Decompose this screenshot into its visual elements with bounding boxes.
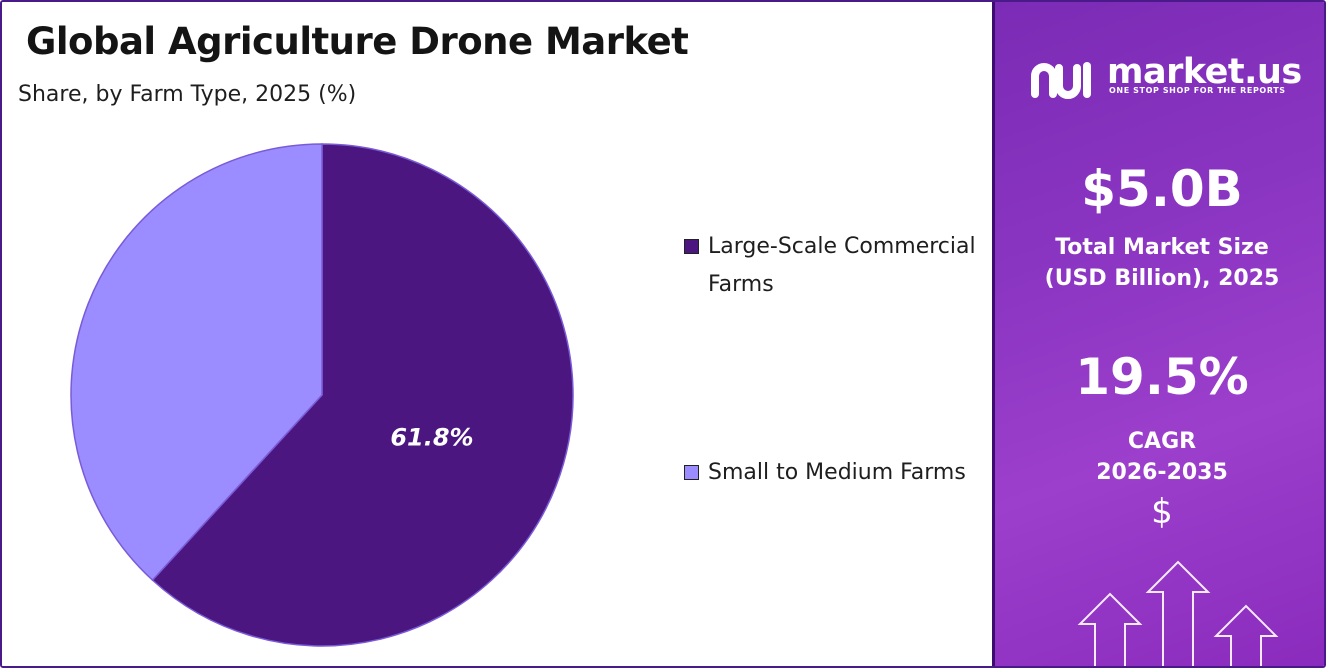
cagr-label: CAGR 2026-2035 xyxy=(995,426,1324,488)
logo-tagline: ONE STOP SHOP FOR THE REPORTS xyxy=(1109,86,1286,95)
pie-slice-large-scale xyxy=(151,143,574,647)
market-size-label-line2: (USD Billion), 2025 xyxy=(1044,266,1280,291)
cagr-stat: 19.5% xyxy=(995,348,1324,406)
legend-swatch-small-medium xyxy=(684,465,699,480)
market-us-logo: market.us ONE STOP SHOP FOR THE REPORTS xyxy=(1029,50,1319,110)
logo-text: market.us xyxy=(1107,52,1302,92)
market-size-label-line1: Total Market Size xyxy=(1055,235,1269,260)
market-size-value: $5.0B xyxy=(1081,160,1243,218)
pie-chart: 61.8% xyxy=(70,143,574,647)
legend-item-large-scale: Large-Scale Commercial Farms xyxy=(684,228,984,304)
market-size-stat: $5.0B xyxy=(995,160,1324,218)
cagr-value: 19.5% xyxy=(1075,348,1249,406)
summary-panel: market.us ONE STOP SHOP FOR THE REPORTS … xyxy=(992,2,1324,666)
cagr-label-line1: CAGR xyxy=(1127,429,1197,454)
chart-subtitle: Share, by Farm Type, 2025 (%) xyxy=(18,82,357,107)
legend-label-large-scale: Large-Scale Commercial Farms xyxy=(708,234,976,297)
pie-label-large-scale: 61.8% xyxy=(390,424,473,452)
cagr-label-line2: 2026-2035 xyxy=(1096,460,1228,485)
dollar-icon: $ xyxy=(1151,492,1173,532)
pie-slice-small-medium xyxy=(70,143,323,582)
legend-label-small-medium: Small to Medium Farms xyxy=(708,460,966,485)
legend-item-small-medium: Small to Medium Farms xyxy=(684,454,984,492)
market-size-label: Total Market Size (USD Billion), 2025 xyxy=(995,232,1324,294)
chart-title: Global Agriculture Drone Market xyxy=(26,20,689,63)
chart-legend: Large-Scale Commercial Farms Small to Me… xyxy=(684,228,984,492)
market-us-logo-mark-icon xyxy=(1031,62,1091,99)
chart-panel: Global Agriculture Drone Market Share, b… xyxy=(2,2,990,666)
legend-swatch-large-scale xyxy=(684,239,699,254)
growth-arrows-icon xyxy=(1077,560,1279,666)
